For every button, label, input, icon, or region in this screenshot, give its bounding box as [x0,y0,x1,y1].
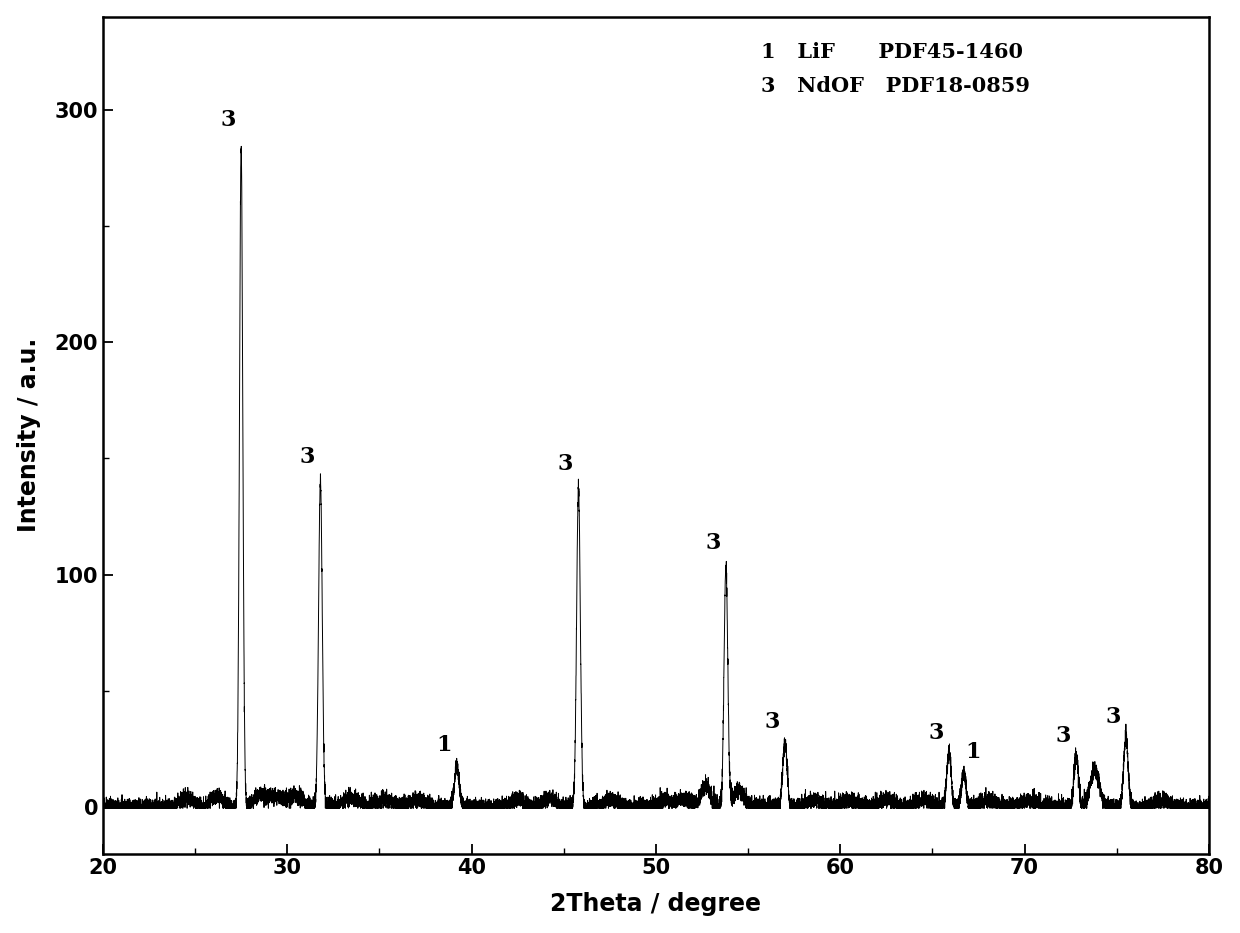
Text: 3: 3 [221,108,236,131]
X-axis label: 2Theta / degree: 2Theta / degree [551,892,761,916]
Text: 3: 3 [558,453,573,475]
Text: 3: 3 [1105,706,1121,728]
Text: 3: 3 [929,722,944,745]
Text: 1   LiF      PDF45-1460
3   NdOF   PDF18-0859: 1 LiF PDF45-1460 3 NdOF PDF18-0859 [761,42,1030,96]
Y-axis label: Intensity / a.u.: Intensity / a.u. [16,338,41,532]
Text: 1: 1 [436,734,451,756]
Text: 3: 3 [764,711,780,732]
Text: 3: 3 [300,446,315,467]
Text: 3: 3 [706,532,720,553]
Text: 3: 3 [1055,725,1071,746]
Text: 1: 1 [965,741,981,763]
